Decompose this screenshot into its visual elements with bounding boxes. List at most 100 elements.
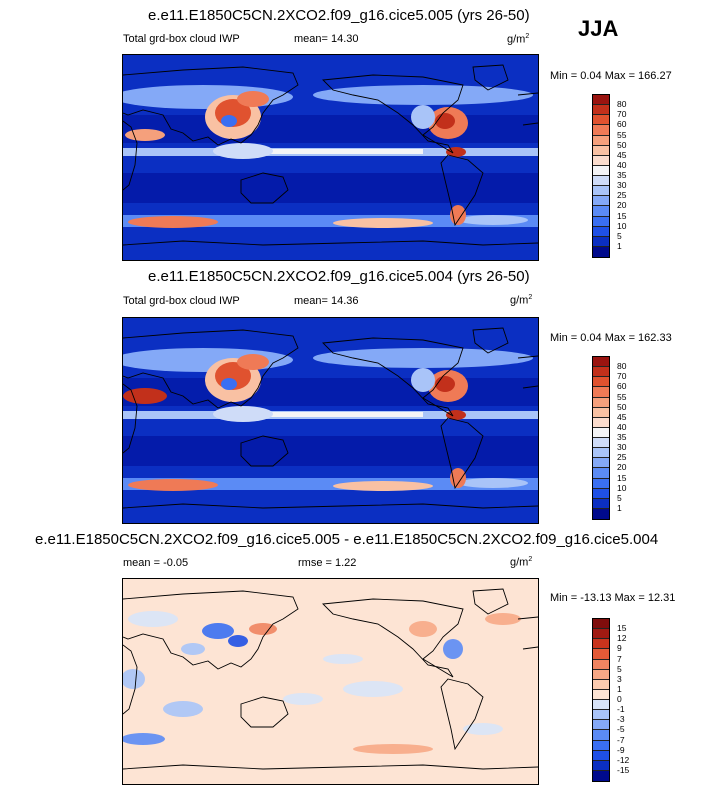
field-blob (458, 215, 528, 225)
coastline (123, 120, 138, 191)
field-blob (213, 406, 273, 422)
field-blob (411, 105, 435, 129)
field-blob (123, 669, 145, 689)
colorbar-tick-label: 7 (617, 653, 622, 664)
panel3-map-svg (123, 579, 538, 784)
coastline (522, 646, 538, 650)
colorbar-segment (593, 145, 609, 156)
colorbar-segment (593, 448, 609, 459)
coastline (440, 154, 484, 227)
colorbar-segment (593, 246, 609, 257)
colorbar-segment (593, 165, 609, 176)
colorbar-segment (593, 458, 609, 469)
colorbar-tick-label: -1 (617, 704, 625, 715)
coastline (322, 74, 464, 154)
colorbar-tick-label: 15 (617, 623, 627, 634)
panel3-units: g/m2 (510, 556, 533, 569)
colorbar-tick-label: 5 (617, 663, 622, 674)
colorbar-segment (593, 216, 609, 227)
colorbar-tick-label: 3 (617, 673, 622, 684)
field-blob (249, 623, 277, 635)
field-blob (163, 701, 203, 717)
colorbar-segment (593, 639, 609, 650)
panel3-mean-label: mean = (123, 557, 160, 569)
colorbar-segment (593, 105, 609, 116)
panel1-minmax: Min = 0.04 Max = 166.27 (550, 70, 672, 82)
field-blob (443, 639, 463, 659)
coastline (123, 764, 538, 770)
colorbar-tick-label: 45 (617, 149, 627, 160)
colorbar-segment (593, 770, 609, 781)
panel2-mean: mean= 14.36 (294, 295, 359, 307)
colorbar-tick-label: -7 (617, 734, 625, 745)
coastline (123, 590, 299, 670)
panel1-mean: mean= 14.30 (294, 33, 359, 45)
panel2-mean-value: 14.36 (331, 295, 359, 307)
itcz-band (263, 149, 423, 154)
field-band (123, 215, 538, 227)
colorbar-segment (593, 387, 609, 398)
field-blob (237, 91, 269, 107)
coastline (123, 329, 299, 409)
field-blob (123, 733, 165, 745)
field-blob (485, 613, 521, 625)
field-band (123, 478, 538, 490)
field-blob (450, 468, 466, 488)
field-band (123, 378, 538, 406)
field-blob (353, 744, 433, 754)
coastline (517, 355, 538, 359)
colorbar-tick-label: 80 (617, 99, 627, 110)
colorbar-tick-label: 35 (617, 432, 627, 442)
panel3-title: e.e11.E1850C5CN.2XCO2.f09_g16.cice5.005 … (35, 531, 659, 548)
colorbar-tick-label: -12 (617, 754, 630, 765)
colorbar-segment (593, 397, 609, 408)
field-blob (435, 376, 455, 392)
coastline (472, 327, 509, 354)
colorbar-segment (593, 700, 609, 711)
colorbar-tick-label: 1 (617, 502, 622, 513)
colorbar-segment (593, 468, 609, 479)
panel2-units: g/m2 (510, 294, 533, 307)
field-blob (323, 654, 363, 664)
field-blob (181, 643, 205, 655)
colorbar-tick-label: 25 (617, 190, 627, 201)
coastline (522, 385, 538, 389)
colorbar-segment (593, 689, 609, 700)
colorbar-segment (593, 508, 609, 519)
coastline (240, 435, 289, 467)
coastline (123, 503, 538, 509)
colorbar-tick-label: 15 (617, 472, 627, 483)
colorbar-tick-label: 80 (617, 361, 627, 372)
colorbar-segment (593, 125, 609, 136)
field-band (123, 436, 538, 466)
coastline (322, 598, 464, 678)
panel3-rmse-value: 1.22 (335, 557, 357, 569)
panel2-map (122, 317, 539, 524)
colorbar-tick-label: 30 (617, 180, 627, 191)
field-blob (458, 478, 528, 488)
field-blob (463, 723, 503, 735)
coastline (322, 337, 464, 417)
field-blob (213, 143, 273, 159)
field-blob (450, 205, 466, 225)
panel3-mean-value: -0.05 (163, 557, 189, 569)
field-blob (333, 218, 433, 228)
colorbar-tick-label: 9 (617, 643, 622, 654)
colorbar-segment (593, 720, 609, 731)
colorbar-segment (593, 196, 609, 207)
colorbar-tick-label: -15 (617, 764, 630, 775)
colorbar-tick-label: 25 (617, 452, 627, 463)
field-blob (125, 129, 165, 141)
coastline (123, 240, 538, 246)
panel1-colorbar (592, 94, 610, 258)
coastline (123, 644, 138, 715)
colorbar-segment (593, 629, 609, 640)
field-blob (228, 635, 248, 647)
colorbar-tick-label: 60 (617, 381, 627, 392)
coastline (440, 678, 484, 751)
colorbar-segment (593, 649, 609, 660)
colorbar-tick-label: 70 (617, 371, 627, 382)
colorbar-segment (593, 357, 609, 368)
colorbar-tick-label: 60 (617, 119, 627, 130)
colorbar-segment (593, 176, 609, 187)
